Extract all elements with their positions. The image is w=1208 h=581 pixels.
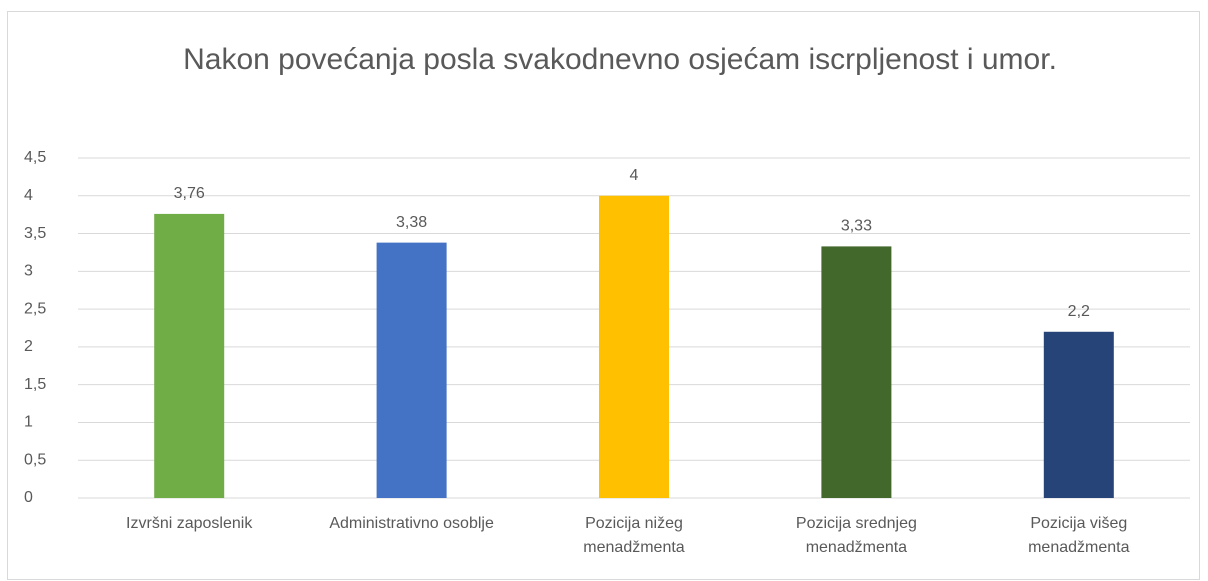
bar bbox=[154, 213, 225, 498]
x-tick-label: Pozicija nižeg menadžmenta bbox=[583, 515, 685, 556]
data-label: 2,2 bbox=[1068, 303, 1090, 320]
y-tick-label: 2 bbox=[24, 338, 33, 355]
chart-title: Nakon povećanja posla svakodnevno osjeća… bbox=[183, 43, 1057, 76]
x-tick-label: Administrativno osoblje bbox=[329, 515, 494, 532]
x-tick-label: Pozicija višeg menadžmenta bbox=[1028, 515, 1130, 556]
data-label: 3,76 bbox=[174, 185, 205, 202]
bar bbox=[376, 242, 447, 498]
data-label: 4 bbox=[630, 167, 639, 184]
x-tick-label: Izvršni zaposlenik bbox=[126, 515, 253, 532]
y-tick-label: 4,5 bbox=[24, 149, 46, 166]
y-tick-label: 3 bbox=[24, 263, 33, 280]
x-tick-label: Pozicija srednjeg menadžmenta bbox=[795, 515, 917, 556]
y-tick-label: 0,5 bbox=[24, 451, 46, 468]
data-label: 3,33 bbox=[841, 218, 872, 235]
y-tick-label: 2,5 bbox=[24, 300, 46, 317]
y-tick-label: 1,5 bbox=[24, 376, 46, 393]
y-tick-label: 4 bbox=[24, 187, 33, 204]
bar bbox=[1043, 331, 1114, 498]
bar bbox=[599, 195, 669, 498]
bar bbox=[821, 246, 892, 498]
y-tick-label: 1 bbox=[24, 414, 33, 431]
y-tick-label: 0 bbox=[24, 489, 33, 506]
data-label: 3,38 bbox=[396, 214, 427, 231]
y-tick-label: 3,5 bbox=[24, 225, 46, 242]
